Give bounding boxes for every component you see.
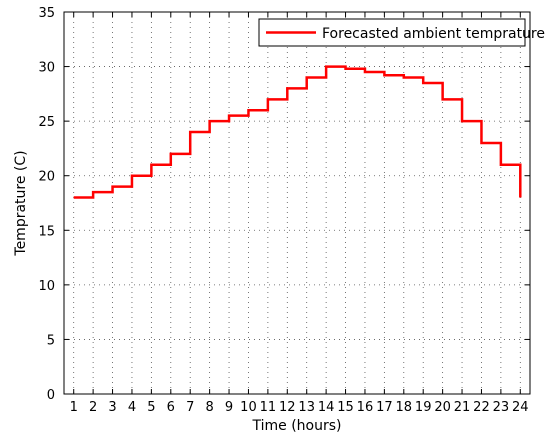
x-tick-label: 7 — [186, 400, 194, 415]
y-tick-label: 10 — [38, 279, 55, 294]
x-tick-label: 8 — [205, 400, 213, 415]
x-tick-label: 15 — [337, 400, 354, 415]
y-tick-labels: 0 5 10 15 20 25 30 35 — [38, 6, 55, 403]
ticks-layer — [64, 11, 530, 395]
x-tick-label: 2 — [89, 400, 97, 415]
x-tick-label: 18 — [396, 400, 413, 415]
y-tick-label: 0 — [47, 388, 55, 403]
y-tick-label: 30 — [38, 61, 55, 76]
y-tick-label: 25 — [38, 115, 55, 130]
x-tick-label: 4 — [128, 400, 136, 415]
y-axis-label: Temprature (C) — [13, 150, 29, 256]
legend: Forecasted ambient temprature — [258, 18, 545, 47]
x-tick-label: 19 — [415, 400, 432, 415]
x-tick-label: 10 — [240, 400, 257, 415]
x-tick-label: 20 — [434, 400, 451, 415]
x-tick-label: 21 — [454, 400, 471, 415]
x-tick-label: 16 — [357, 400, 374, 415]
x-axis-label: Time (hours) — [252, 418, 342, 434]
x-tick-label: 5 — [147, 400, 155, 415]
x-tick-label: 24 — [512, 400, 529, 415]
y-tick-label: 5 — [47, 333, 55, 348]
x-tick-label: 13 — [298, 400, 315, 415]
x-tick-label: 6 — [167, 400, 175, 415]
legend-entry: Forecasted ambient temprature — [322, 26, 545, 42]
y-tick-label: 15 — [38, 224, 55, 239]
plot-frame — [63, 11, 531, 395]
x-tick-label: 3 — [108, 400, 116, 415]
x-tick-label: 11 — [260, 400, 277, 415]
x-tick-label: 22 — [473, 400, 490, 415]
x-tick-label: 1 — [70, 400, 78, 415]
grid-lines — [64, 12, 530, 394]
x-tick-label: 14 — [318, 400, 335, 415]
y-tick-label: 20 — [38, 170, 55, 185]
series-layer — [73, 65, 522, 199]
x-tick-label: 9 — [225, 400, 233, 415]
y-tick-label: 35 — [38, 6, 55, 21]
x-tick-label: 23 — [493, 400, 510, 415]
x-tick-label: 12 — [279, 400, 296, 415]
x-tick-label: 17 — [376, 400, 393, 415]
x-tick-labels: 1 2 3 4 5 6 7 8 9 10 11 12 13 14 15 16 17 18 19 20 21 22 23 24 — [70, 400, 529, 415]
series-line — [73, 65, 522, 199]
